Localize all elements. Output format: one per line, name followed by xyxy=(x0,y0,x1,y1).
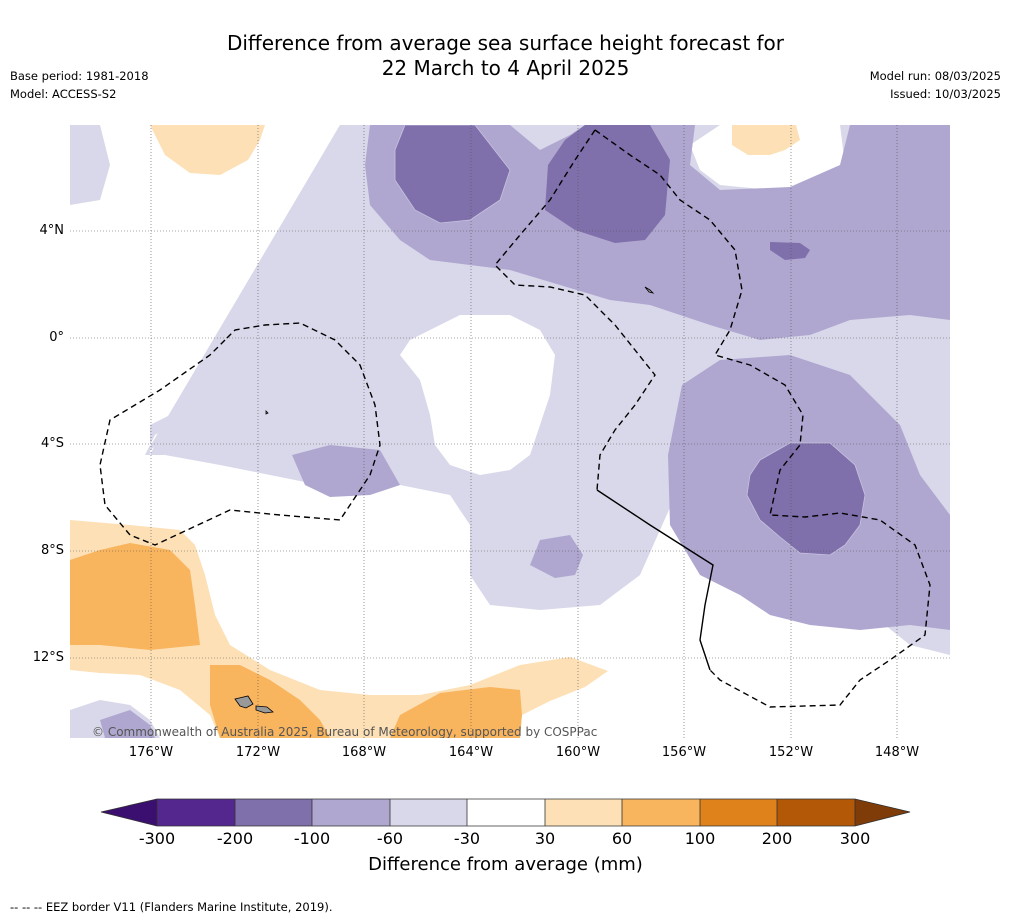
colorbar-label: 200 xyxy=(761,829,793,848)
colorbar-extend-high xyxy=(855,799,910,826)
colorbar-bin-7 xyxy=(622,799,700,826)
issued-date: Issued: 10/03/2025 xyxy=(890,87,1001,101)
copyright-text: © Commonwealth of Australia 2025, Bureau… xyxy=(92,725,597,738)
meta-right: Model run: 08/03/2025 Issued: 10/03/2025 xyxy=(870,67,1001,103)
island-upolu xyxy=(234,695,254,709)
lat-label-0: 0° xyxy=(49,330,64,345)
lon-label-148w: 148°W xyxy=(874,745,920,760)
lat-label-12s: 12°S xyxy=(32,650,64,665)
lat-label-4s: 4°S xyxy=(40,436,64,451)
colorbar-label: -100 xyxy=(293,829,331,848)
colorbar-bin-1 xyxy=(157,799,235,826)
map-panel: © Commonwealth of Australia 2025, Bureau… xyxy=(70,125,950,738)
lat-label-8s: 8°S xyxy=(40,543,64,558)
lon-label-176w: 176°W xyxy=(128,745,174,760)
anomaly-medium-orange xyxy=(70,543,522,738)
colorbar-bin-5 xyxy=(467,799,545,826)
colorbar-bin-2 xyxy=(235,799,312,826)
colorbar-bin-9 xyxy=(777,799,855,826)
colorbar-label: -300 xyxy=(138,829,176,848)
island-savaii xyxy=(255,705,274,714)
colorbar-label: -30 xyxy=(453,829,481,848)
title-line-2: 22 March to 4 April 2025 xyxy=(381,56,630,80)
colorbar-title: Difference from average (mm) xyxy=(368,854,643,875)
lon-label-172w: 172°W xyxy=(235,745,281,760)
base-period: Base period: 1981-2018 xyxy=(10,69,149,83)
lon-label-168w: 168°W xyxy=(341,745,387,760)
anomaly-dark-purple xyxy=(395,125,865,555)
lon-label-164w: 164°W xyxy=(448,745,494,760)
colorbar-extend-low xyxy=(101,799,157,826)
model-run: Model run: 08/03/2025 xyxy=(869,69,1001,83)
map-title: Difference from average sea surface heig… xyxy=(0,31,1011,81)
lon-label-160w: 160°W xyxy=(555,745,601,760)
graticule xyxy=(70,125,950,738)
islands xyxy=(234,286,655,714)
colorbar xyxy=(100,798,911,827)
colorbar-label: 60 xyxy=(611,829,633,848)
lat-label-4n: 4°N xyxy=(39,223,65,238)
colorbar-outline xyxy=(100,798,911,827)
colorbar-label: -200 xyxy=(216,829,254,848)
colorbar-label: -60 xyxy=(376,829,404,848)
meta-left: Base period: 1981-2018 Model: ACCESS-S2 xyxy=(10,67,149,103)
model-name: Model: ACCESS-S2 xyxy=(10,87,117,101)
colorbar-bin-4 xyxy=(390,799,467,826)
colorbar-bin-6 xyxy=(545,799,622,826)
contour-edges xyxy=(394,125,866,556)
eez-borders xyxy=(99,129,931,708)
colorbar-label: 100 xyxy=(684,829,716,848)
lon-label-152w: 152°W xyxy=(768,745,814,760)
eez-solid-borders xyxy=(596,489,714,671)
colorbar-label: 300 xyxy=(839,829,871,848)
colorbar-label: 30 xyxy=(534,829,556,848)
eez-legend-footer: -- -- -- EEZ border V11 (Flanders Marine… xyxy=(10,900,333,914)
title-line-1: Difference from average sea surface heig… xyxy=(226,31,785,55)
lon-label-156w: 156°W xyxy=(661,745,707,760)
anomaly-light-orange xyxy=(70,125,800,738)
colorbar-bin-3 xyxy=(312,799,390,826)
anomaly-white-zones xyxy=(400,125,845,475)
colorbar-bin-8 xyxy=(700,799,777,826)
